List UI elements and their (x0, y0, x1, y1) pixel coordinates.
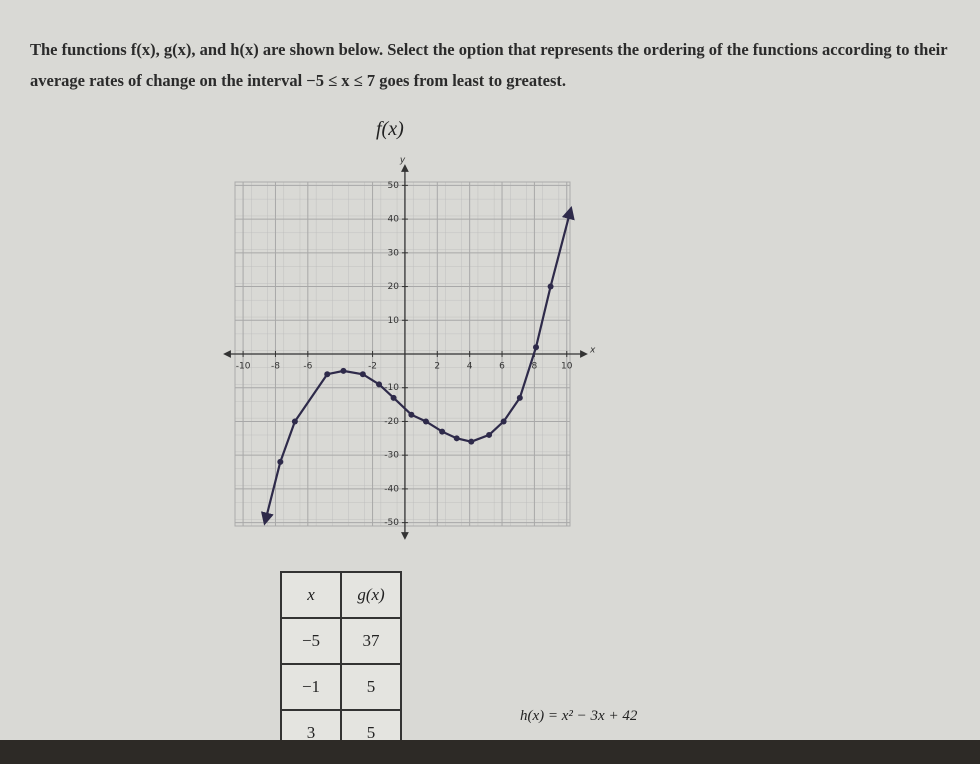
x-tick-label: -6 (303, 362, 312, 372)
curve-point (439, 428, 446, 435)
graph-title: f(x) (376, 118, 404, 140)
y-tick-label: -20 (384, 417, 399, 427)
x-tick-label: 2 (434, 362, 440, 372)
h-formula: h(x) = x² − 3x + 42 (520, 708, 638, 724)
curve-point (390, 394, 397, 401)
curve-point (486, 431, 493, 438)
curve-point (291, 418, 298, 425)
curve-point (408, 411, 415, 418)
curve-point (324, 371, 331, 378)
curve-point (533, 344, 540, 351)
x-tick-label: -10 (236, 362, 251, 372)
x-tick-label: 6 (499, 362, 505, 372)
y-tick-label: 20 (387, 282, 399, 292)
x-tick-label: 4 (467, 362, 473, 372)
curve-point (359, 371, 366, 378)
y-tick-label: -30 (384, 451, 399, 461)
x-tick-label: 8 (532, 362, 538, 372)
curve-point (422, 418, 429, 425)
y-tick-label: 30 (387, 248, 399, 258)
curve-point (468, 438, 475, 445)
y-tick-label: -50 (384, 518, 399, 528)
curve-point (516, 394, 523, 401)
y-tick-label: 50 (387, 181, 399, 191)
x-axis-label: x (589, 346, 596, 356)
screen-bezel (0, 740, 980, 764)
curve-point (340, 367, 347, 374)
table-cell: 37 (340, 617, 402, 665)
curve-point (547, 283, 554, 290)
x-tick-label: -8 (271, 362, 280, 372)
curve-point (500, 418, 507, 425)
x-tick-label: -2 (368, 362, 377, 372)
table-cell: 5 (340, 663, 402, 711)
curve-point (453, 435, 460, 442)
y-tick-label: 40 (387, 215, 399, 225)
curve-point (376, 381, 383, 388)
question-text: The functions f(x), g(x), and h(x) are s… (30, 40, 948, 90)
table-header: g(x) (340, 571, 402, 619)
y-tick-label: -40 (384, 484, 399, 494)
curve-point (277, 458, 284, 465)
x-tick-label: 10 (561, 362, 573, 372)
table-cell: −5 (280, 617, 342, 665)
table-header: x (280, 571, 342, 619)
table-cell: −1 (280, 663, 342, 711)
y-axis-label: y (399, 156, 406, 166)
y-tick-label: 10 (387, 316, 399, 326)
